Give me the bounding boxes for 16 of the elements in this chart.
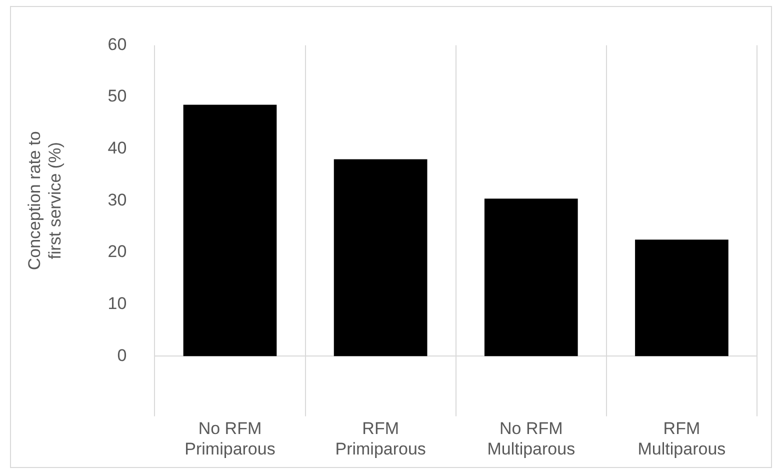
y-tick-label: 40: [108, 138, 127, 158]
y-axis-title: Conception rate to first service (%): [24, 131, 64, 270]
y-tick-label: 30: [108, 190, 127, 210]
bar: [635, 240, 728, 356]
y-tick-label: 20: [108, 242, 127, 262]
bar: [484, 198, 578, 356]
y-tick-label: 0: [117, 346, 127, 365]
bar: [183, 104, 277, 356]
x-tick-label: RFM Primiparous: [335, 419, 426, 458]
y-tick-label: 50: [108, 86, 127, 106]
x-tick-label: No RFM Multiparous: [487, 419, 576, 458]
x-tick-label: No RFM Primiparous: [184, 419, 276, 458]
x-tick-label: RFM Multiparous: [638, 419, 726, 458]
y-tick-label: 60: [108, 34, 127, 54]
y-tick-label: 10: [108, 294, 127, 314]
bar: [334, 159, 428, 356]
